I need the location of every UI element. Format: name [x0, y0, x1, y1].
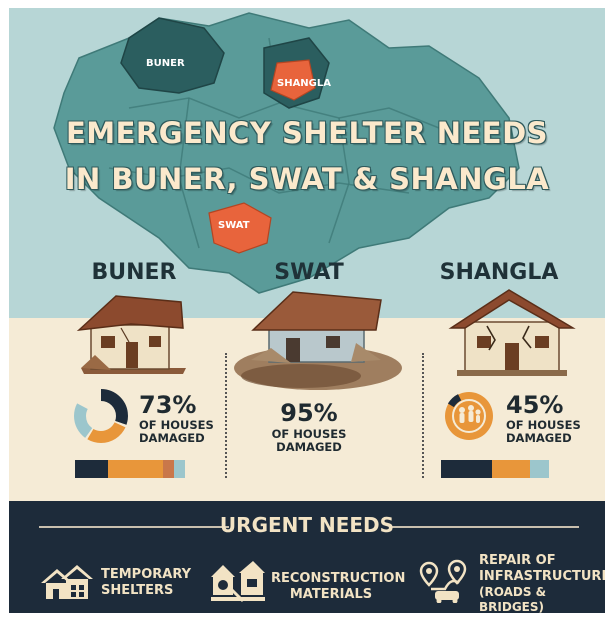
- map-label-buner: BUNER: [146, 58, 185, 69]
- damaged-house-swat-icon: [234, 291, 402, 390]
- donut-chart-shangla: [444, 391, 494, 441]
- district-map: [53, 12, 520, 294]
- column-divider: [225, 353, 227, 478]
- need-label-line2: MATERIALS: [289, 587, 373, 602]
- need-label-line2: INFRASTRUCTURE: [479, 569, 605, 584]
- column-divider: [422, 353, 424, 478]
- need-label-line2: SHELTERS: [101, 583, 174, 598]
- map-section: BUNER SHANGLA SWAT EMERGENCY SHELTER NEE…: [9, 8, 605, 318]
- construction-materials-icon: [211, 561, 265, 603]
- damaged-house-shangla-icon: [448, 289, 576, 376]
- infrastructure-icon: [419, 559, 467, 603]
- urgent-needs-title: URGENT NEEDS: [219, 513, 395, 537]
- map-buner-region: [120, 17, 225, 94]
- divider-line: [389, 526, 579, 528]
- map-shangla-highlight: [270, 59, 316, 101]
- urgent-needs-section: URGENT NEEDS TEMPORARY SHELTERS: [9, 501, 605, 613]
- page-title-line2: IN BUNER, SWAT & SHANGLA: [64, 162, 550, 196]
- need-label-line1: REPAIR OF: [479, 553, 556, 568]
- district-name-buner: BUNER: [91, 260, 177, 285]
- house-icon: [41, 565, 93, 599]
- progress-bar-shangla: [441, 460, 549, 478]
- need-label-line1: RECONSTRUCTION: [271, 571, 406, 586]
- map-label-swat: SWAT: [218, 220, 250, 231]
- map-swat-highlight: [208, 202, 272, 254]
- progress-bar-buner: [75, 460, 185, 478]
- need-label-line1: TEMPORARY: [101, 567, 192, 582]
- percent-label-buner: OF HOUSES DAMAGED: [139, 418, 214, 445]
- percent-swat: 95%: [280, 399, 338, 427]
- divider-line: [39, 526, 229, 528]
- page-title-line1: EMERGENCY SHELTER NEEDS: [65, 116, 549, 150]
- map-label-shangla: SHANGLA: [277, 78, 331, 89]
- district-name-swat: SWAT: [274, 260, 344, 285]
- percent-label-shangla: OF HOUSES DAMAGED: [506, 418, 581, 445]
- need-label-line3: (ROADS & BRIDGES): [479, 585, 547, 613]
- donut-chart-buner: [74, 389, 128, 443]
- percent-label-swat: OF HOUSES DAMAGED: [271, 427, 347, 454]
- percent-shangla: 45%: [506, 391, 564, 419]
- district-name-shangla: SHANGLA: [439, 260, 559, 285]
- damaged-house-buner-icon: [76, 295, 186, 374]
- infographic-poster: BUNER SHANGLA SWAT EMERGENCY SHELTER NEE…: [9, 8, 605, 613]
- percent-buner: 73%: [139, 391, 197, 419]
